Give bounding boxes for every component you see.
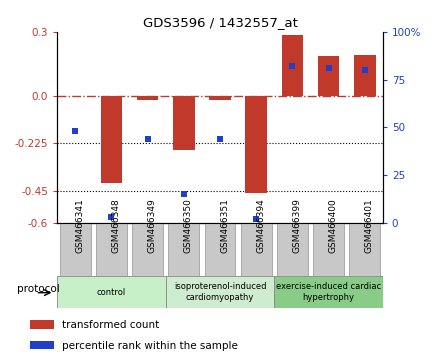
Bar [205, 223, 235, 276]
Text: exercise-induced cardiac
hypertrophy: exercise-induced cardiac hypertrophy [276, 282, 381, 302]
Bar [57, 276, 166, 308]
Title: GDS3596 / 1432557_at: GDS3596 / 1432557_at [143, 16, 297, 29]
Bar [282, 35, 303, 96]
Text: GSM466399: GSM466399 [292, 198, 301, 253]
Bar [354, 55, 376, 96]
Text: percentile rank within the sample: percentile rank within the sample [62, 341, 238, 351]
Text: GSM466349: GSM466349 [148, 198, 157, 253]
Text: GSM466341: GSM466341 [75, 198, 84, 253]
Bar [241, 223, 271, 276]
Bar [277, 223, 308, 276]
Text: GSM466394: GSM466394 [256, 198, 265, 253]
Bar [313, 223, 344, 276]
Text: GSM466351: GSM466351 [220, 198, 229, 253]
Bar [96, 223, 127, 276]
Text: control: control [97, 287, 126, 297]
Text: isoproterenol-induced
cardiomyopathy: isoproterenol-induced cardiomyopathy [174, 282, 266, 302]
Bar [60, 223, 91, 276]
Bar [101, 96, 122, 183]
Text: transformed count: transformed count [62, 320, 160, 330]
Bar [349, 223, 380, 276]
Text: GSM466401: GSM466401 [365, 198, 374, 253]
Bar [209, 96, 231, 100]
Bar [318, 56, 339, 96]
Bar [166, 276, 274, 308]
Bar [246, 96, 267, 193]
Bar [274, 276, 383, 308]
Bar [30, 341, 55, 349]
Text: GSM466400: GSM466400 [329, 198, 337, 253]
Text: GSM466350: GSM466350 [184, 198, 193, 253]
Text: GSM466348: GSM466348 [111, 198, 121, 253]
Bar [132, 223, 163, 276]
Bar [30, 320, 55, 329]
Bar [137, 96, 158, 100]
Bar [173, 96, 194, 150]
Text: protocol: protocol [17, 284, 60, 294]
Bar [169, 223, 199, 276]
